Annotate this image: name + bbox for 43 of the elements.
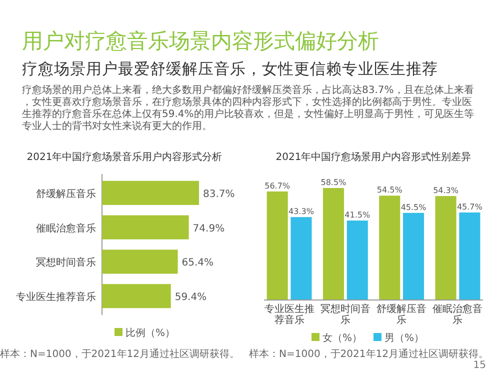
x-tick-label: 催眠治愈音乐 [432, 303, 483, 326]
bar [403, 212, 424, 300]
data-label: 43.3% [288, 207, 314, 216]
y-tick-label: 催眠治愈音乐 [36, 222, 96, 234]
bar [346, 220, 368, 300]
y-tick-label: 冥想时间音乐 [36, 256, 96, 269]
x-tick-label: 舒缓解压音乐 [376, 303, 427, 326]
data-label: 58.5% [320, 178, 347, 187]
bar [266, 191, 288, 300]
x-tick-label: 专业医生推荐音乐 [264, 303, 314, 326]
data-label: 45.5% [400, 202, 427, 212]
data-label: 45.7% [456, 202, 483, 212]
data-label: 56.7% [264, 181, 290, 190]
bar [102, 180, 199, 205]
bar [102, 284, 171, 308]
data-label: 65.4% [182, 258, 214, 269]
data-label: 83.7% [203, 188, 235, 200]
chart-title: 2021年中国疗愈场景音乐用户内容形式分析 [26, 151, 222, 163]
text: 疗愈场景的用户总体上来看，绝大多数用户都偏好舒缓解压类音乐，占比高达83.7%，且在总体上来看，女性更喜欢疗愈场景音乐，在疗愈场景具体的四种内容形式下，女性选择的比例都高于男性。专业医生推荐的疗愈音乐在总体上仅有59.4%的用户比较喜欢，但是，女性偏好上明显高于男性，可见医生等专业人士的背书对女性来说有更大的作用。 [22, 84, 474, 132]
x-tick-label: 冥想时间音乐 [320, 303, 370, 326]
bar [459, 212, 480, 300]
text: 疗愈场景用户最爱舒缓解压音乐，女性更信赖专业医生推荐 [22, 60, 438, 78]
legend-label: 比例（%） [126, 327, 176, 339]
chart-title: 2021年中国疗愈场景用户内容形式性别差异 [276, 151, 472, 163]
y-tick-label: 舒缓解压音乐 [36, 188, 96, 200]
text: 15 [473, 360, 486, 371]
data-label: 74.9% [192, 223, 225, 234]
data-label: 54.3% [433, 186, 459, 196]
bar [102, 250, 178, 274]
data-label: 41.5% [344, 210, 370, 220]
text: 样本：N=1000，于2021年12月通过社区调研获得。 [0, 348, 240, 360]
legend-label: 女（%） [322, 332, 362, 344]
bar [379, 196, 400, 300]
bar [290, 217, 312, 300]
y-tick-label: 专业医生推荐音乐 [16, 291, 96, 304]
data-label: 54.5% [376, 186, 403, 195]
text: 用户对疗愈音乐场景内容形式偏好分析 [22, 29, 379, 53]
bar [435, 196, 456, 300]
bar [322, 188, 344, 300]
legend-label: 男（%） [384, 333, 424, 344]
bar [102, 215, 189, 240]
data-label: 59.4% [174, 292, 207, 304]
text: 样本：N=1000，于2021年12月通过社区调研获得。 [249, 348, 488, 360]
